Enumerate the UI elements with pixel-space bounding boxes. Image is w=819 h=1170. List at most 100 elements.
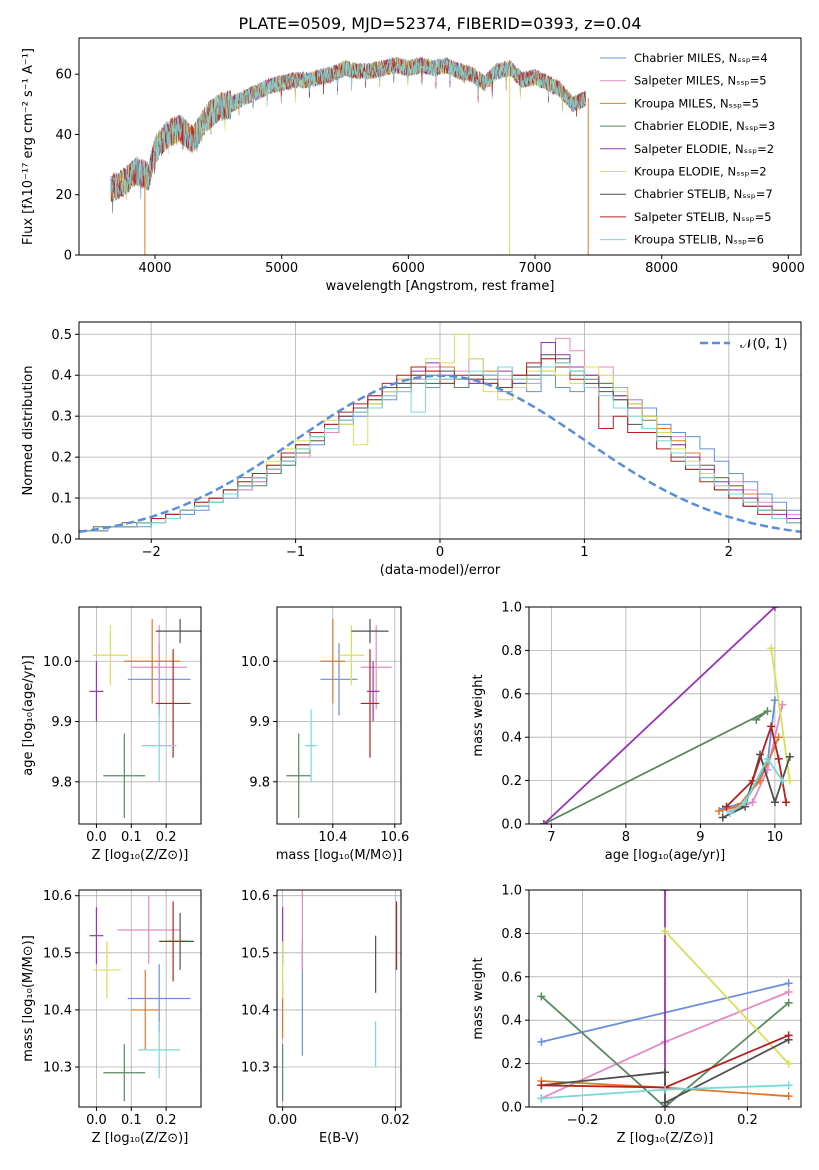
y-tick-label: 0.1: [51, 492, 72, 507]
y-tick-label: 10.3: [241, 1061, 270, 1076]
x-tick-label: 7000: [518, 261, 551, 276]
y-tick-label: 9.8: [249, 775, 270, 790]
y-tick-label: 0.6: [501, 687, 522, 702]
x-tick-label: 9: [696, 830, 704, 845]
weight-marker: [763, 707, 772, 716]
y-tick-label: 0.6: [501, 970, 522, 985]
weight-marker: [784, 1081, 793, 1090]
y-tick-label: 10.5: [43, 946, 72, 961]
x-tick-label: 0.0: [655, 1113, 676, 1128]
x-tick-label: 10: [767, 830, 784, 845]
y-tick-label: 0.0: [501, 818, 522, 833]
y-tick-label: 40: [55, 128, 72, 143]
legend-label: Salpeter ELODIE, Nₛₛₚ=2: [634, 142, 774, 156]
legend-label: 𝒩(0, 1): [740, 337, 787, 352]
weight-marker: [661, 927, 669, 936]
legend-label: Chabrier MILES, Nₛₛₚ=4: [634, 51, 768, 65]
y-axis-label: mass weight: [471, 674, 486, 756]
y-axis-label: mass [log₁₀(M/M⊙)]: [21, 935, 36, 1062]
x-tick-label: 0.2: [156, 830, 177, 845]
weight-marker: [661, 1098, 669, 1107]
grid: [79, 607, 201, 824]
x-tick-label: 0.0: [86, 1113, 107, 1128]
errorbar-points: [286, 619, 392, 818]
weight-vs-Z-panel: −0.2 0.0 0.2 0.0 0.2 0.4 0.6 0.8 1.0 Z [log₁₀(Z/Z…: [471, 884, 802, 1146]
y-tick-label: 0.2: [501, 774, 522, 789]
weight-vs-age-panel: 7 8 9 10 0.0 0.2 0.4 0.6 0.8 1.0 age [log₁₀(age/yr…: [471, 601, 802, 863]
weight-marker: [778, 776, 787, 785]
x-tick-label: 7: [547, 830, 555, 845]
x-axis-label: Z [log₁₀(Z/Z⊙)]: [92, 1131, 189, 1146]
x-tick-label: 6000: [392, 261, 425, 276]
weight-marker: [718, 813, 727, 822]
y-tick-label: 10.5: [241, 946, 270, 961]
x-axis-label: (data-model)/error: [380, 563, 501, 578]
weight-marker: [782, 798, 791, 807]
weight-series-line: [729, 757, 784, 814]
x-tick-label: 5000: [265, 261, 298, 276]
histogram-series: [79, 333, 801, 539]
weight-marker: [774, 754, 783, 763]
plot-frame: [78, 889, 202, 1108]
weight-marker: [539, 820, 548, 824]
x-axis-label: wavelength [Angstrom, rest frame]: [326, 279, 555, 294]
y-tick-label: 60: [55, 68, 72, 83]
grid: [79, 322, 801, 540]
weight-marker: [784, 1092, 793, 1101]
errorbar-points: [89, 895, 195, 1102]
weight-marker: [748, 776, 757, 785]
plot-frame: [78, 321, 802, 540]
x-tick-label: 0.00: [268, 1113, 297, 1128]
histogram-series: [79, 354, 801, 539]
y-tick-label: 10.3: [43, 1061, 72, 1076]
weight-marker: [537, 1081, 546, 1090]
x-tick-label: 1: [580, 545, 588, 560]
y-tick-label: 10.6: [43, 889, 72, 904]
y-tick-label: 0.0: [501, 1101, 522, 1116]
y-tick-label: 0.2: [501, 1057, 522, 1072]
weight-marker: [784, 979, 793, 988]
weight-marker: [537, 1037, 546, 1046]
legend: Chabrier MILES, Nₛₛₚ=4 Salpeter MILES, Nₛ…: [600, 51, 775, 247]
x-axis-label: mass [log₁₀(M/M⊙)]: [276, 848, 403, 863]
y-tick-label: 10.4: [241, 1003, 270, 1018]
legend-label: Kroupa STELIB, Nₛₛₚ=6: [634, 233, 764, 247]
x-tick-label: 0: [436, 545, 444, 560]
weight-lines: [539, 607, 794, 824]
gaussian-curve: [79, 374, 801, 534]
weight-marker: [726, 809, 735, 818]
y-tick-label: 9.9: [51, 715, 72, 730]
y-tick-label: 20: [55, 188, 72, 203]
x-tick-label: −2: [142, 545, 161, 560]
weight-marker: [785, 776, 794, 785]
weight-marker: [770, 798, 779, 807]
weight-marker: [767, 644, 776, 653]
weight-series-line: [722, 700, 776, 810]
y-axis-label: age [log₁₀(age/yr)]: [21, 655, 36, 776]
x-axis-label: E(B-V): [319, 1131, 359, 1146]
x-tick-label: 0.2: [156, 1113, 177, 1128]
legend-label: Kroupa ELODIE, Nₛₛₚ=2: [634, 165, 767, 179]
weight-series-line: [664, 930, 790, 1065]
weight-marker: [767, 722, 776, 731]
chart-title: PLATE=0509, MJD=52374, FIBERID=0393, z=0…: [238, 14, 641, 33]
plot-frame: [276, 606, 402, 825]
y-tick-label: 10.4: [43, 1003, 72, 1018]
y-tick-label: 0.4: [501, 731, 522, 746]
x-tick-label: 0.1: [121, 830, 142, 845]
weight-marker: [537, 1094, 546, 1103]
y-tick-label: 0.0: [51, 533, 72, 548]
x-tick-label: 8: [622, 830, 630, 845]
weight-series-line: [770, 648, 791, 781]
x-axis-label: age [log₁₀(age/yr)]: [605, 848, 726, 863]
legend-label: Chabrier STELIB, Nₛₛₚ=7: [634, 187, 773, 201]
y-axis-label: Normed distribution: [21, 366, 36, 496]
weight-marker: [715, 806, 724, 815]
y-tick-label: 0.8: [501, 927, 522, 942]
grid: [277, 890, 401, 1107]
legend-label: Chabrier ELODIE, Nₛₛₚ=3: [634, 119, 775, 133]
y-tick-label: 0: [64, 249, 72, 264]
x-axis-label: Z [log₁₀(Z/Z⊙)]: [617, 1131, 714, 1146]
age-vs-Z-panel: 0.0 0.1 0.2 9.8 9.9 10.0 Z [log₁₀(Z/Z⊙)] age [l…: [21, 606, 202, 863]
weight-series-line: [540, 995, 790, 1107]
